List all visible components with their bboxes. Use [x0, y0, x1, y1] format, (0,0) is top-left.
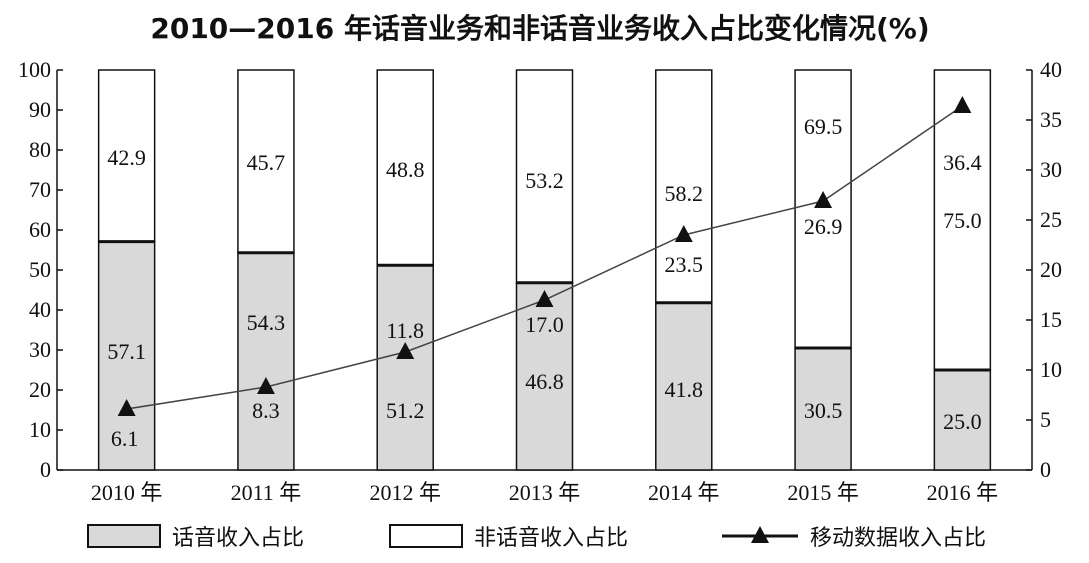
data-label-voice: 54.3 — [247, 310, 286, 335]
data-label-voice: 30.5 — [804, 398, 843, 423]
data-label-mobile-data: 6.1 — [111, 426, 139, 451]
bar-nonvoice — [237, 69, 295, 254]
y-right-tick-label: 10 — [1040, 357, 1062, 382]
y-right-tick-label: 40 — [1040, 57, 1062, 82]
data-label-mobile-data: 8.3 — [252, 398, 280, 423]
point-mobile-data — [117, 399, 136, 416]
legend-label-voice: 话音收入占比 — [172, 526, 304, 551]
data-label-voice: 51.2 — [386, 398, 425, 423]
x-tick-label: 2013 年 — [509, 480, 581, 505]
data-label-nonvoice: 53.2 — [525, 168, 564, 193]
bar-voice — [237, 252, 295, 471]
y-right-tick-label: 15 — [1040, 307, 1062, 332]
y-left-tick-label: 50 — [29, 257, 51, 282]
data-label-mobile-data: 23.5 — [665, 252, 704, 277]
bar-nonvoice — [376, 69, 434, 266]
data-label-voice: 46.8 — [525, 369, 564, 394]
bar-nonvoice — [97, 69, 156, 243]
data-label-nonvoice: 58.2 — [665, 181, 704, 206]
x-tick-label: 2012 年 — [369, 480, 441, 505]
point-mobile-data — [674, 225, 693, 242]
legend-swatch-voice — [87, 524, 161, 548]
point-mobile-data — [256, 377, 275, 394]
y-left-tick-label: 60 — [29, 217, 51, 242]
x-tick-label: 2014 年 — [648, 480, 720, 505]
x-tick-label: 2015 年 — [787, 480, 859, 505]
x-tick-label: 2010 年 — [91, 480, 163, 505]
legend: 话音收入占比 非话音收入占比 移动数据收入占比 — [87, 524, 986, 551]
y-left-tick-label: 40 — [29, 297, 51, 322]
data-label-nonvoice: 42.9 — [107, 145, 146, 170]
bar-nonvoice — [655, 69, 713, 304]
data-label-nonvoice: 48.8 — [386, 157, 425, 182]
bar-nonvoice — [794, 69, 852, 349]
point-mobile-data — [814, 191, 833, 208]
data-label-voice: 57.1 — [107, 339, 146, 364]
point-mobile-data — [396, 342, 415, 359]
plot-area: 0 10 20 30 40 50 60 70 80 90 100 0 5 10 15 20 25 30 35 40 20… — [18, 57, 1062, 505]
bar-voice — [376, 264, 434, 471]
data-label-mobile-data: 11.8 — [386, 318, 424, 343]
bar-voice — [515, 282, 574, 471]
bar-voice — [655, 302, 713, 471]
x-tick-label: 2016 年 — [927, 480, 999, 505]
data-label-mobile-data: 17.0 — [525, 312, 564, 337]
y-left-tick-label: 0 — [40, 457, 51, 482]
x-tick-label: 2011 年 — [231, 480, 302, 505]
data-label-mobile-data: 26.9 — [804, 214, 843, 239]
bar-voice — [97, 240, 156, 471]
point-mobile-data — [953, 96, 972, 113]
y-left-tick-label: 100 — [18, 57, 51, 82]
bar-voice — [794, 347, 852, 471]
y-left-tick-label: 90 — [29, 97, 51, 122]
data-label-voice: 25.0 — [943, 409, 982, 434]
data-label-voice: 41.8 — [665, 377, 704, 402]
legend-marker-mobile — [751, 526, 769, 543]
y-left-tick-label: 80 — [29, 137, 51, 162]
bar-nonvoice — [515, 69, 574, 284]
bar-voice — [933, 369, 992, 471]
y-left-tick-label: 70 — [29, 177, 51, 202]
y-right-tick-label: 35 — [1040, 107, 1062, 132]
bar-nonvoice — [933, 69, 992, 371]
chart-title: 2010—2016 年话音业务和非话音业务收入占比变化情况(%) — [150, 12, 929, 45]
data-label-nonvoice: 45.7 — [247, 150, 286, 175]
legend-label-nonvoice: 非话音收入占比 — [474, 526, 628, 551]
y-left-tick-label: 10 — [29, 417, 51, 442]
data-label-nonvoice: 69.5 — [804, 114, 843, 139]
y-right-tick-label: 0 — [1040, 457, 1051, 482]
point-mobile-data — [535, 290, 554, 307]
y-right-tick-label: 25 — [1040, 207, 1062, 232]
data-label-mobile-data: 36.4 — [943, 150, 982, 175]
data-label-nonvoice: 75.0 — [943, 208, 982, 233]
y-left-tick-label: 30 — [29, 337, 51, 362]
y-right-tick-label: 30 — [1040, 157, 1062, 182]
legend-swatch-nonvoice — [389, 524, 463, 548]
y-right-tick-label: 5 — [1040, 407, 1051, 432]
y-right-tick-label: 20 — [1040, 257, 1062, 282]
legend-label-mobile: 移动数据收入占比 — [810, 526, 986, 551]
y-left-tick-label: 20 — [29, 377, 51, 402]
